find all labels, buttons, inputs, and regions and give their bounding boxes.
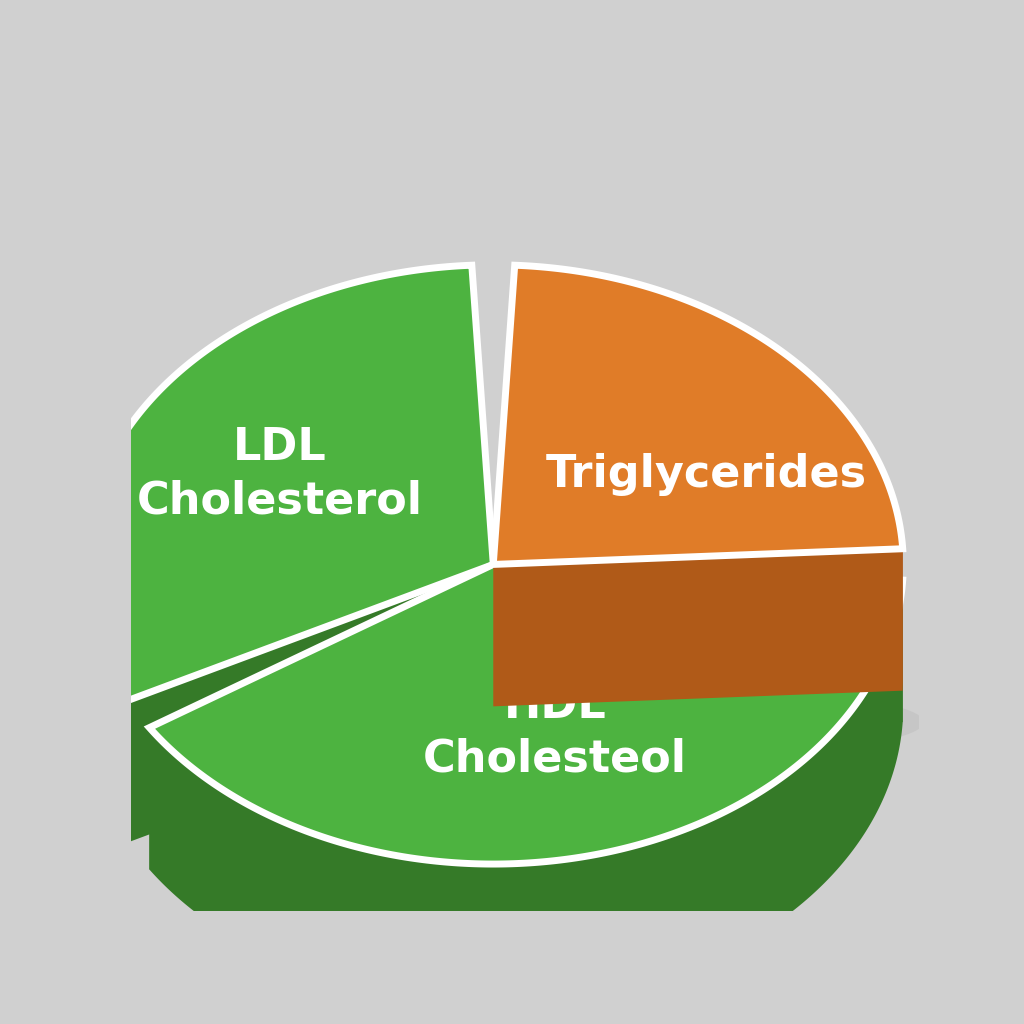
Polygon shape xyxy=(150,581,903,1006)
Polygon shape xyxy=(83,265,494,700)
Polygon shape xyxy=(899,519,903,690)
Polygon shape xyxy=(150,564,903,864)
Polygon shape xyxy=(128,564,494,843)
Ellipse shape xyxy=(62,677,924,767)
Polygon shape xyxy=(83,520,128,843)
Polygon shape xyxy=(494,549,903,707)
Text: LDL
Cholesterol: LDL Cholesterol xyxy=(137,426,423,522)
Text: HDL
Cholesteol: HDL Cholesteol xyxy=(423,684,687,780)
Polygon shape xyxy=(494,265,903,564)
Polygon shape xyxy=(150,564,494,869)
Text: Triglycerides: Triglycerides xyxy=(546,453,867,496)
Polygon shape xyxy=(494,564,903,722)
